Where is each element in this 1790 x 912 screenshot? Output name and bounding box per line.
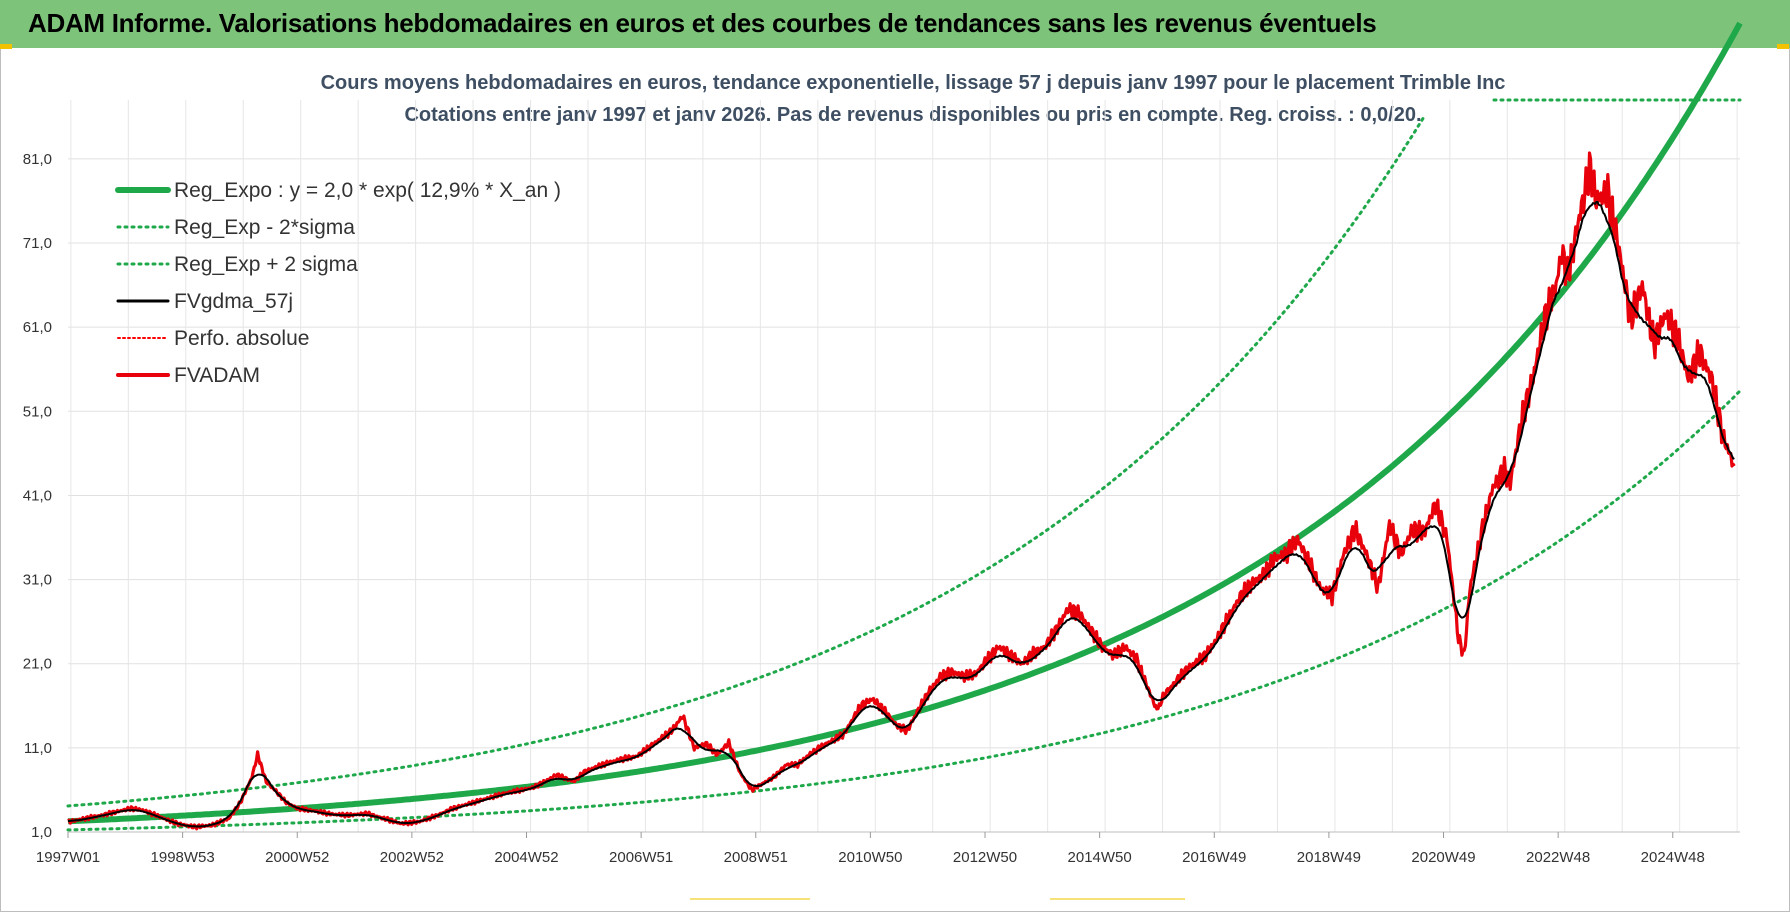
legend-label: Reg_Expo : y = 2,0 * exp( 12,9% * X_an ) [174,179,561,202]
x-tick-label: 2010W50 [838,849,902,866]
legend-label: Perfo. absolue [174,327,309,350]
x-tick-label: 2020W49 [1411,849,1475,866]
y-tick-label: 51,0 [23,403,52,420]
chart-subtitle: Cotations entre janv 1997 et janv 2026. … [404,104,1422,126]
y-tick-label: 11,0 [24,740,52,757]
x-tick-label: 1997W01 [36,849,100,866]
x-tick-label: 2014W50 [1068,849,1132,866]
legend-label: FVADAM [174,364,260,387]
x-tick-label: 2022W48 [1526,849,1590,866]
y-tick-label: 71,0 [23,235,52,252]
y-tick-label: 41,0 [23,487,52,504]
series-reg-plus-2-sigma [66,115,1426,808]
x-tick-label: 2006W51 [609,849,673,866]
chart-legend: Reg_Expo : y = 2,0 * exp( 12,9% * X_an )… [115,179,561,387]
corner-mark-right [1777,44,1789,49]
legend-label: Reg_Exp - 2*sigma [174,216,355,239]
series-reg-expo [67,21,1743,825]
x-tick-label: 2008W51 [724,849,788,866]
y-axis: 1,0 11,0 21,0 31,0 41,0 51,0 61,0 71,0 81,0 [23,151,52,841]
series-fvgdma-57j [68,201,1735,828]
x-tick-label: 2016W49 [1182,849,1246,866]
series-reg-minus-2-sigma [66,389,1742,832]
corner-mark-left [0,44,12,49]
x-tick-label: 1998W53 [151,849,215,866]
y-tick-label: 31,0 [23,572,52,589]
x-tick-label: 2024W48 [1641,849,1705,866]
x-tick-label: 2004W52 [494,849,558,866]
legend-label: Reg_Exp + 2 sigma [174,253,358,276]
x-tick-label: 2012W50 [953,849,1017,866]
y-tick-label: 61,0 [23,319,52,336]
chart-title: Cours moyens hebdomadaires en euros, ten… [320,72,1506,94]
y-tick-label: 1,0 [31,824,52,841]
legend-label: FVgdma_57j [174,290,293,313]
x-tick-label: 2018W49 [1297,849,1361,866]
chart-grid [68,100,1740,900]
x-tick-label: 2002W52 [380,849,444,866]
y-tick-label: 81,0 [23,151,52,168]
header-banner: ADAM Informe. Valorisations hebdomadaire… [0,0,1790,48]
page-title: ADAM Informe. Valorisations hebdomadaire… [28,8,1377,38]
plot-area [66,21,1743,832]
x-tick-label: 2000W52 [265,849,329,866]
x-axis: 1997W01 1998W53 2000W52 2002W52 2004W52 2006W… [36,832,1705,866]
y-tick-label: 21,0 [23,656,52,673]
